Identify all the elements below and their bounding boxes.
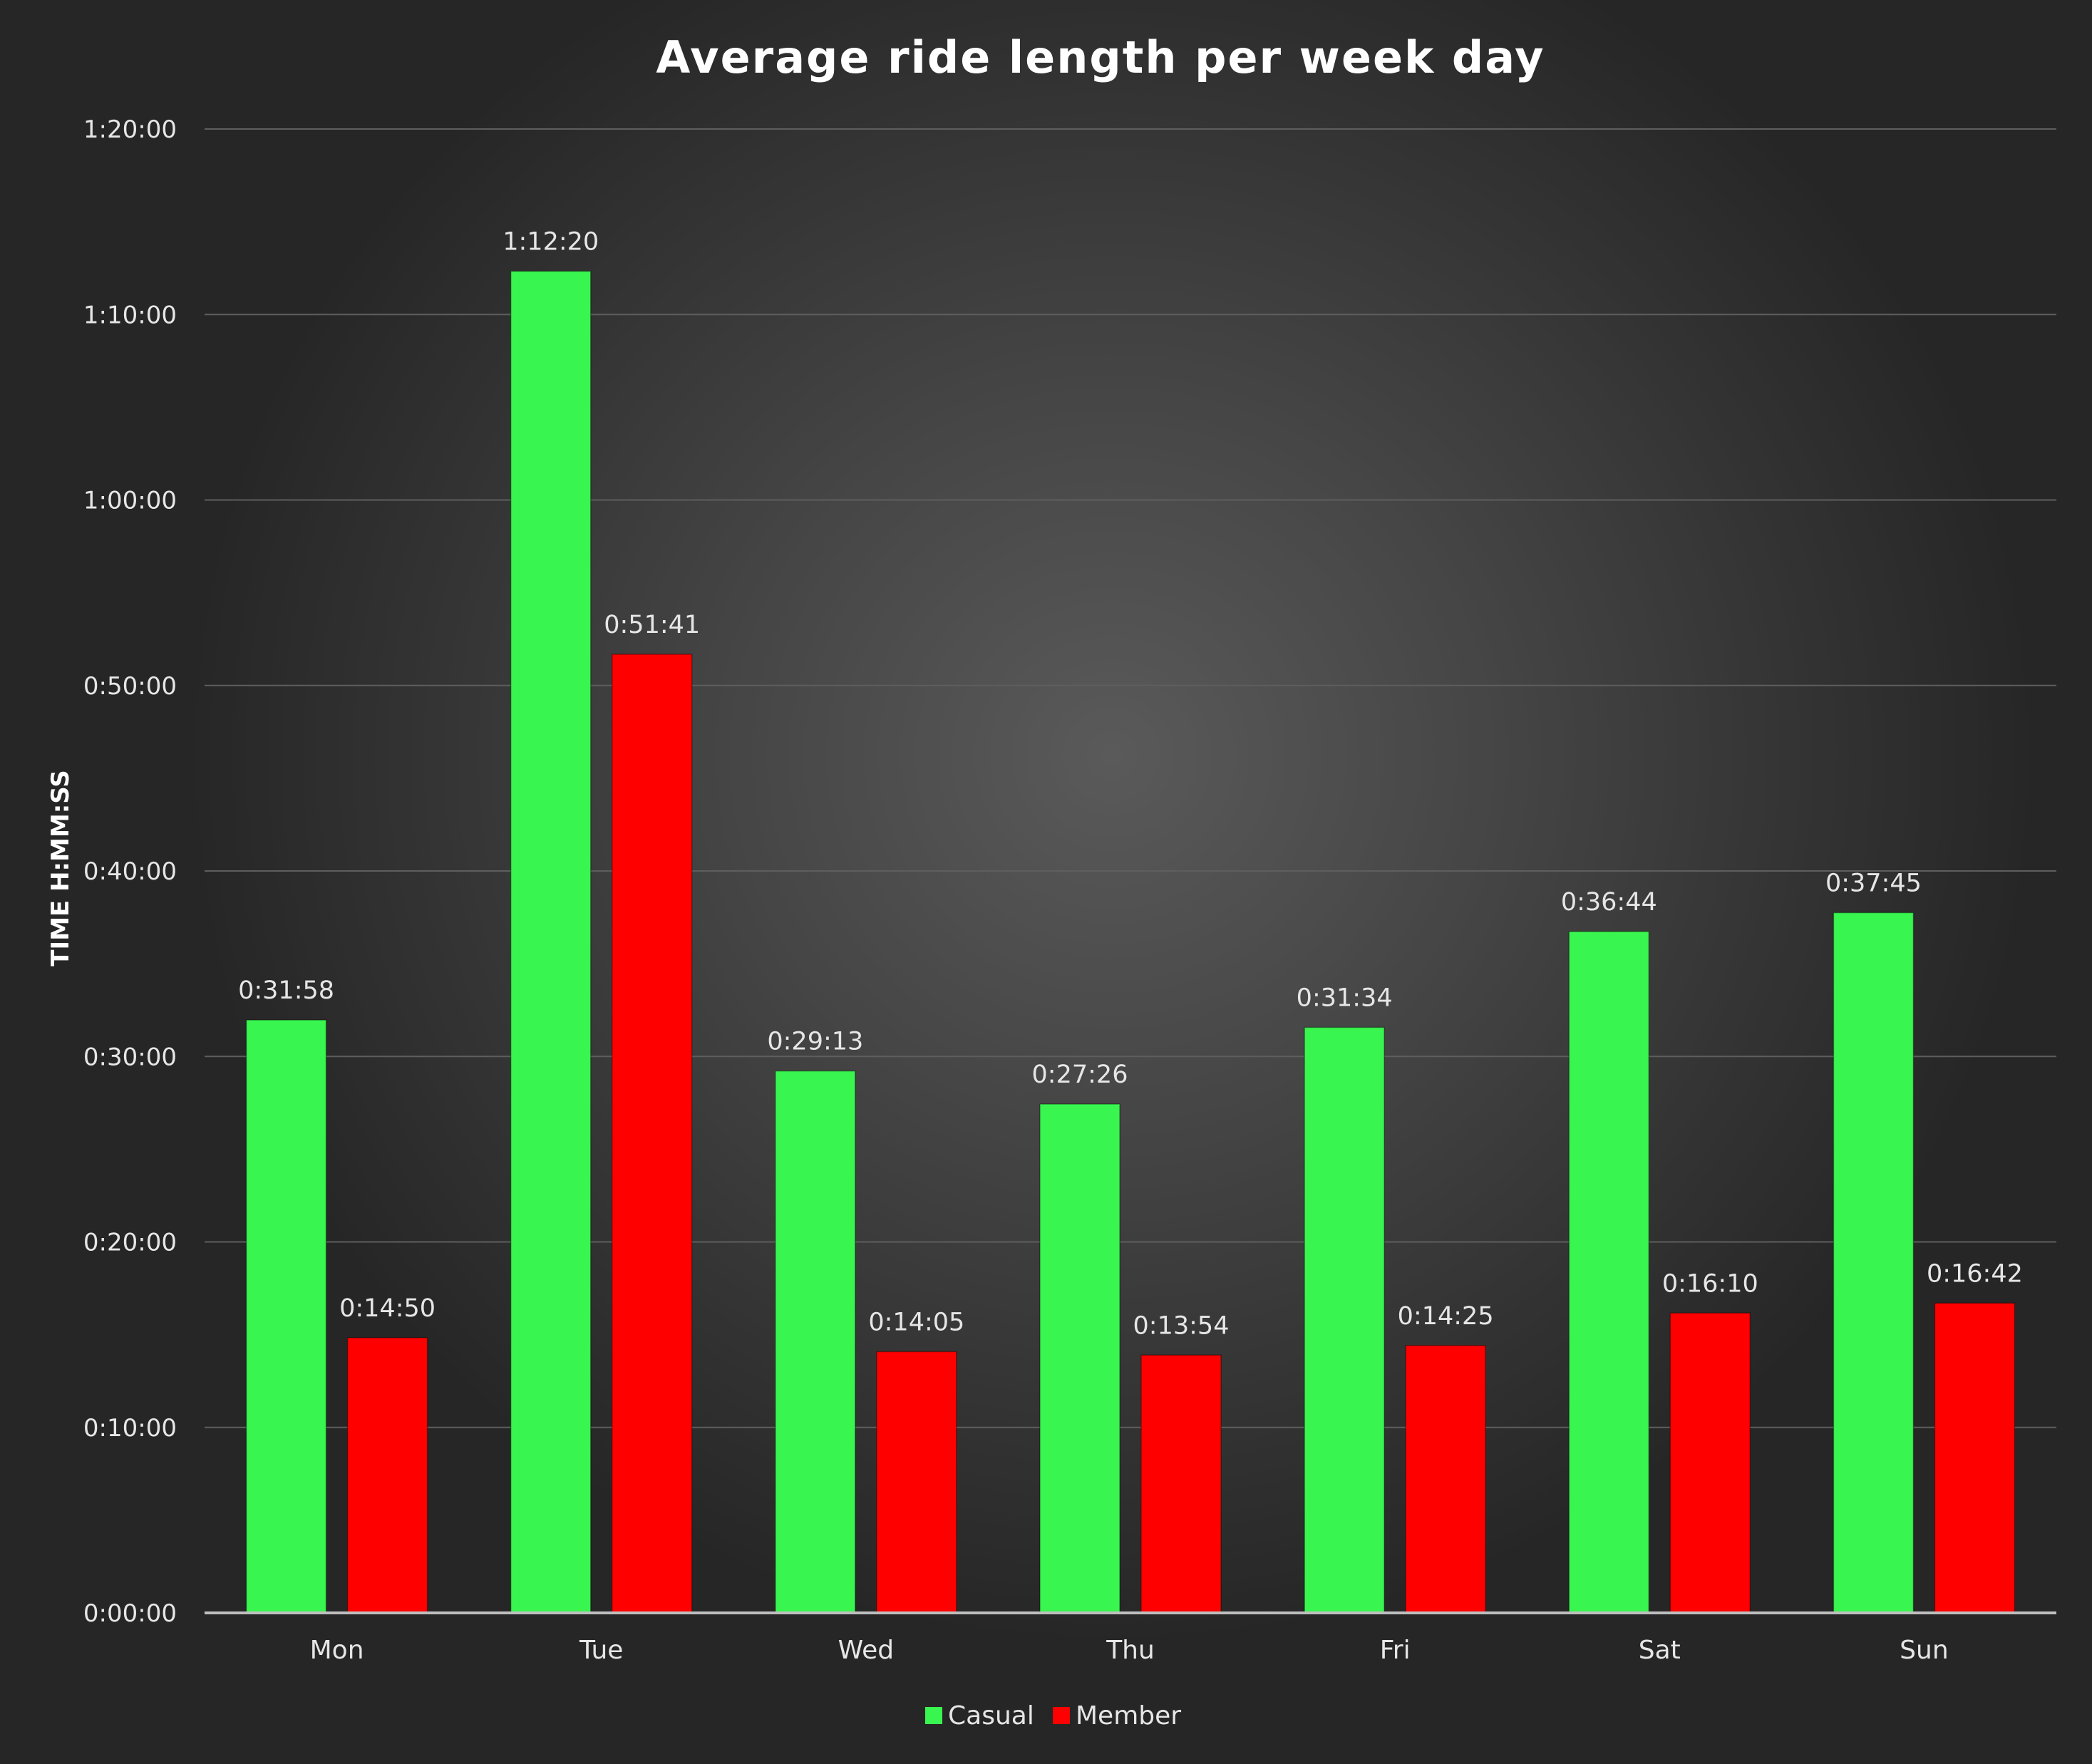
- y-axis-ticks: 0:00:00 0:10:00 0:20:00 0:30:00 0:40:00 0:50:…: [83, 115, 177, 1628]
- data-labels: 0:31:58 0:14:50 1:12:20 0:51:41 0:29:13 0:14:…: [238, 228, 2023, 1341]
- legend-label-casual: Casual: [948, 1701, 1034, 1731]
- legend-swatch-member: [1053, 1707, 1070, 1724]
- data-label: 0:51:41: [604, 611, 700, 639]
- x-axis-ticks: Mon Tue Wed Thu Fri Sat Sun: [310, 1636, 1949, 1665]
- bar-member-sun: [1934, 1302, 2016, 1614]
- y-tick-label: 0:50:00: [83, 672, 177, 701]
- x-tick-label: Sat: [1639, 1636, 1681, 1665]
- data-label: 0:16:42: [1927, 1259, 2023, 1288]
- legend: Casual Member: [925, 1701, 1181, 1731]
- data-label: 0:31:58: [238, 976, 334, 1005]
- x-tick-label: Wed: [838, 1636, 895, 1665]
- data-label: 0:31:34: [1297, 984, 1393, 1012]
- y-axis-label: TIME H:MM:SS: [46, 770, 75, 966]
- x-tick-label: Sun: [1900, 1636, 1948, 1665]
- y-tick-label: 1:00:00: [83, 487, 177, 515]
- bar-casual-mon: [245, 1019, 327, 1614]
- data-label: 1:12:20: [503, 228, 599, 257]
- data-label: 0:13:54: [1133, 1311, 1230, 1340]
- y-tick-label: 0:20:00: [83, 1229, 177, 1257]
- data-label: 0:16:10: [1662, 1269, 1758, 1298]
- bar-member-sat: [1669, 1312, 1751, 1614]
- y-tick-label: 0:40:00: [83, 857, 177, 886]
- y-tick-label: 0:00:00: [83, 1599, 177, 1628]
- bar-member-wed: [876, 1351, 957, 1614]
- y-tick-label: 0:10:00: [83, 1414, 177, 1443]
- bar-casual-thu: [1039, 1103, 1120, 1614]
- bar-member-tue: [611, 654, 693, 1614]
- data-label: 0:14:50: [339, 1294, 436, 1323]
- y-tick-label: 0:30:00: [83, 1043, 177, 1071]
- bar-member-fri: [1405, 1345, 1486, 1614]
- bar-casual-fri: [1304, 1026, 1385, 1614]
- data-label: 0:27:26: [1032, 1061, 1128, 1089]
- data-label: 0:29:13: [767, 1028, 863, 1056]
- bar-member-thu: [1140, 1354, 1222, 1614]
- x-tick-label: Tue: [579, 1636, 624, 1665]
- data-label: 0:14:25: [1398, 1302, 1494, 1331]
- bar-casual-sun: [1833, 912, 1915, 1614]
- data-label: 0:14:05: [868, 1308, 964, 1336]
- bars: [245, 270, 2016, 1614]
- legend-label-member: Member: [1076, 1701, 1181, 1731]
- bar-casual-tue: [510, 270, 592, 1614]
- chart-title: Average ride length per week day: [656, 31, 1545, 83]
- data-label: 0:36:44: [1561, 888, 1657, 917]
- bar-member-mon: [346, 1337, 428, 1614]
- x-tick-label: Fri: [1380, 1636, 1411, 1665]
- bar-casual-wed: [775, 1070, 856, 1614]
- bar-casual-sat: [1568, 931, 1650, 1614]
- legend-swatch-casual: [925, 1707, 942, 1724]
- y-tick-label: 1:10:00: [83, 301, 177, 329]
- x-tick-label: Mon: [310, 1636, 364, 1665]
- gridlines: [205, 128, 2056, 1428]
- x-tick-label: Thu: [1106, 1636, 1155, 1665]
- data-label: 0:37:45: [1825, 870, 1922, 898]
- y-tick-label: 1:20:00: [83, 115, 177, 144]
